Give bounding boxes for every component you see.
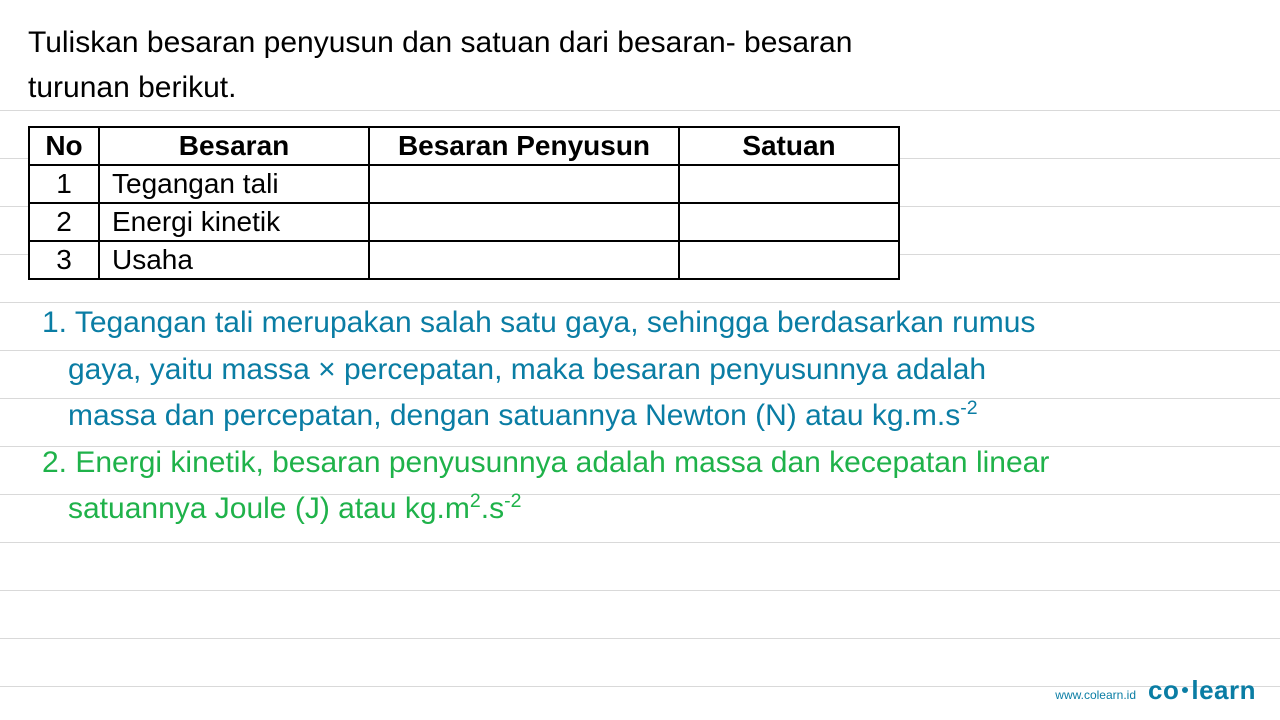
question-line-2: turunan berikut. [28, 71, 236, 104]
brand-left: co [1148, 675, 1179, 705]
table-row: 3 Usaha [29, 241, 899, 279]
cell-besaran: Usaha [99, 241, 369, 279]
answer-1-line-3: massa dan percepatan, dengan satuannya N… [68, 399, 960, 432]
cell-besaran: Tegangan tali [99, 165, 369, 203]
besaran-table: No Besaran Besaran Penyusun Satuan 1 Teg… [28, 126, 900, 280]
table-header-row: No Besaran Besaran Penyusun Satuan [29, 127, 899, 165]
col-header-penyusun: Besaran Penyusun [369, 127, 679, 165]
table-row: 2 Energi kinetik [29, 203, 899, 241]
footer-site: www.colearn.id [1055, 688, 1136, 702]
cell-satuan [679, 203, 899, 241]
answer-2-sup-mid: 2 [470, 490, 481, 512]
question-text: Tuliskan besaran penyusun dan satuan dar… [28, 20, 1252, 110]
answer-1-line-2: gaya, yaitu massa × percepatan, maka bes… [68, 353, 986, 386]
col-header-besaran: Besaran [99, 127, 369, 165]
footer-brand: colearn [1148, 675, 1256, 706]
col-header-no: No [29, 127, 99, 165]
question-line-1: Tuliskan besaran penyusun dan satuan dar… [28, 26, 852, 59]
answer-2-line-1: 2. Energi kinetik, besaran penyusunnya a… [42, 446, 1049, 479]
cell-no: 1 [29, 165, 99, 203]
answer-1: 1. Tegangan tali merupakan salah satu ga… [28, 300, 1252, 440]
col-header-satuan: Satuan [679, 127, 899, 165]
answers-block: 1. Tegangan tali merupakan salah satu ga… [28, 300, 1252, 533]
answer-2-line-2: satuannya Joule (J) atau kg.m [68, 492, 470, 525]
answer-2-sup-tail: -2 [504, 490, 521, 512]
answer-2: 2. Energi kinetik, besaran penyusunnya a… [28, 440, 1252, 533]
table-row: 1 Tegangan tali [29, 165, 899, 203]
cell-no: 3 [29, 241, 99, 279]
page-content: Tuliskan besaran penyusun dan satuan dar… [0, 0, 1280, 533]
answer-2-tail: .s [481, 492, 504, 525]
brand-right: learn [1191, 675, 1256, 705]
brand-dot-icon [1182, 687, 1188, 693]
cell-penyusun [369, 165, 679, 203]
cell-penyusun [369, 241, 679, 279]
answer-1-line-1: 1. Tegangan tali merupakan salah satu ga… [42, 306, 1035, 339]
cell-satuan [679, 241, 899, 279]
answer-1-sup: -2 [960, 397, 977, 419]
cell-no: 2 [29, 203, 99, 241]
footer: www.colearn.id colearn [1055, 675, 1256, 706]
cell-satuan [679, 165, 899, 203]
cell-besaran: Energi kinetik [99, 203, 369, 241]
cell-penyusun [369, 203, 679, 241]
